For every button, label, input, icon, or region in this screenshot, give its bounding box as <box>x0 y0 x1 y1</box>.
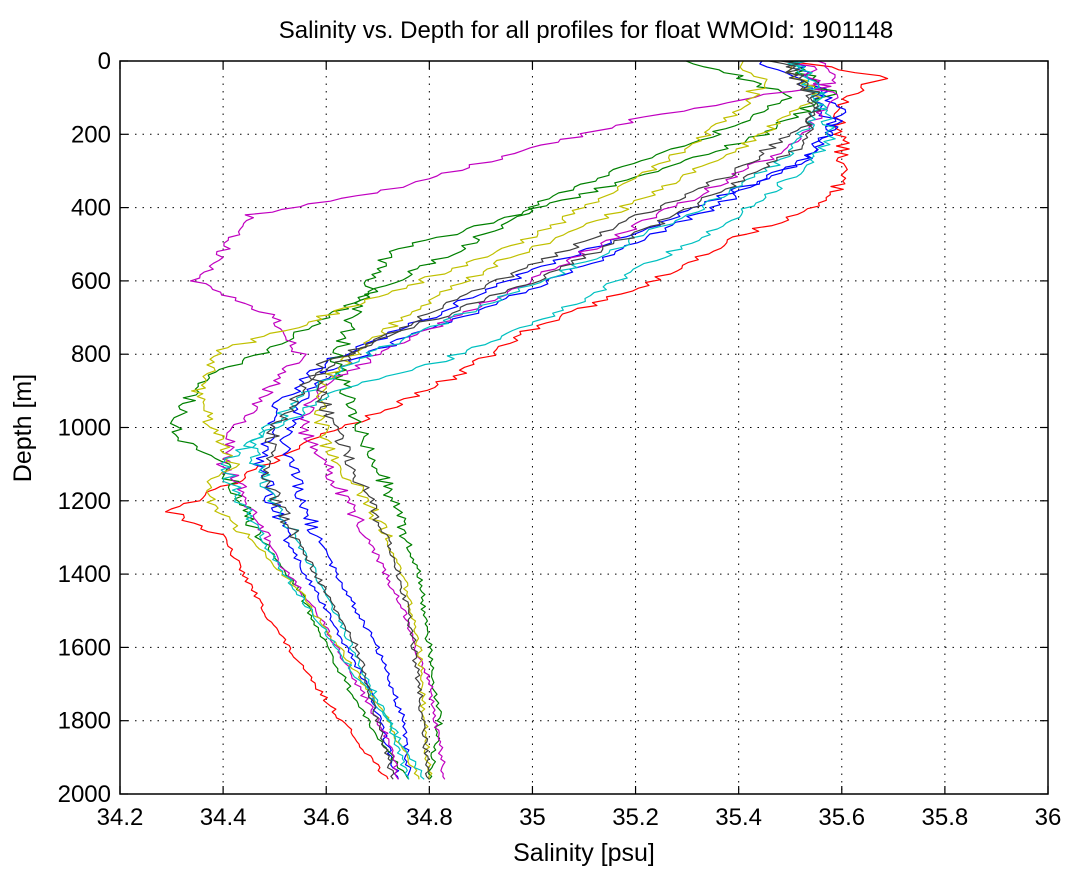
y-tick-label: 600 <box>71 268 111 295</box>
profile-line <box>313 61 822 780</box>
x-axis-title: Salinity [psu] <box>513 839 655 867</box>
x-tick-label: 35.4 <box>715 804 762 831</box>
x-tick-label: 34.2 <box>97 804 144 831</box>
y-axis-title: Depth [m] <box>9 374 37 482</box>
y-axis-ticks: 0 200 400 600 800 1000 1200 1400 1600 1800 2000 <box>58 48 1048 808</box>
y-tick-label: 1400 <box>58 561 111 588</box>
x-tick-label: 34.4 <box>200 804 247 831</box>
profile-line <box>220 61 836 780</box>
profile-line <box>298 61 839 780</box>
profile-line <box>308 61 822 780</box>
y-tick-label: 400 <box>71 195 111 222</box>
x-axis-ticks: 34.2 34.4 34.6 34.8 35 35.2 35.4 35.6 35.8 36 <box>97 61 1062 831</box>
grid-lines <box>120 61 1048 794</box>
profile-line <box>261 61 821 780</box>
y-tick-label: 800 <box>71 341 111 368</box>
y-tick-label: 1000 <box>58 415 111 442</box>
x-tick-label: 34.6 <box>303 804 350 831</box>
profile-line <box>191 61 768 780</box>
x-tick-label: 34.8 <box>406 804 453 831</box>
x-tick-label: 35.8 <box>922 804 969 831</box>
y-tick-label: 1600 <box>58 634 111 661</box>
y-tick-label: 1800 <box>58 708 111 735</box>
x-tick-label: 35.6 <box>818 804 865 831</box>
x-tick-label: 36 <box>1035 804 1062 831</box>
series-group <box>165 61 889 780</box>
y-tick-label: 1200 <box>58 488 111 515</box>
y-tick-label: 2000 <box>58 781 111 808</box>
chart-title: Salinity vs. Depth for all profiles for … <box>279 17 894 44</box>
profile-line <box>189 61 837 780</box>
profile-line <box>252 61 839 780</box>
profile-line <box>165 61 889 780</box>
x-tick-label: 35 <box>519 804 546 831</box>
x-tick-label: 35.2 <box>612 804 659 831</box>
y-tick-label: 200 <box>71 121 111 148</box>
y-tick-label: 0 <box>98 48 111 75</box>
plot-area <box>165 61 889 780</box>
profile-line <box>169 61 793 780</box>
profile-line <box>329 61 838 780</box>
profile-line <box>279 61 847 780</box>
